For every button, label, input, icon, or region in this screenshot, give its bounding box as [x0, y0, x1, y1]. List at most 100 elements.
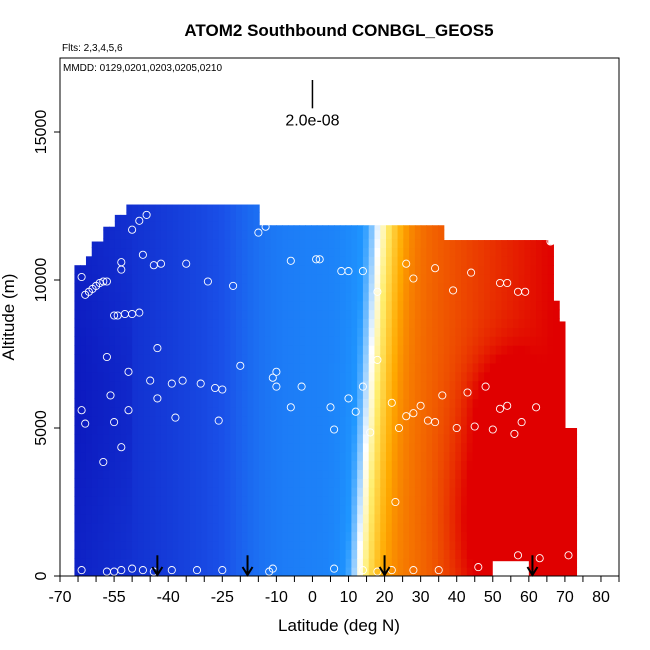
heatmap-cell [126, 513, 133, 524]
heatmap-cell [414, 362, 422, 373]
heatmap-cell [570, 540, 578, 550]
heatmap-cell [212, 567, 220, 576]
heatmap-cell [305, 478, 312, 488]
heatmap-cell [386, 354, 393, 364]
heatmap-cell [530, 300, 537, 311]
heatmap-cell [397, 309, 404, 320]
x-tick-label: -40 [157, 589, 180, 606]
heatmap-cell [357, 309, 364, 320]
heatmap-cell [74, 407, 81, 417]
heatmap-cell [195, 256, 202, 266]
heatmap-cell [235, 504, 243, 515]
heatmap-cell [489, 549, 497, 559]
heatmap-cell [195, 531, 202, 542]
heatmap-cell [109, 460, 116, 471]
heatmap-cell [489, 398, 497, 408]
heatmap-cell [218, 318, 226, 328]
heatmap-cell [536, 478, 543, 488]
heatmap-cell [166, 407, 174, 417]
heatmap-cell [432, 442, 439, 453]
heatmap-cell [426, 389, 433, 399]
heatmap-cell [160, 425, 168, 435]
heatmap-cell [455, 354, 462, 364]
heatmap-cell [172, 504, 179, 515]
heatmap-cell [414, 442, 422, 453]
heatmap-cell [103, 513, 110, 524]
heatmap-cell [282, 531, 289, 542]
heatmap-cell [478, 442, 485, 453]
heatmap-cell [132, 513, 139, 524]
heatmap-cell [299, 549, 306, 559]
heatmap-cell [443, 567, 451, 576]
heatmap-cell [461, 362, 468, 373]
heatmap-cell [530, 487, 537, 497]
heatmap-cell [443, 300, 451, 311]
heatmap-cell [74, 318, 81, 328]
heatmap-cell [547, 504, 554, 515]
heatmap-cell [224, 318, 231, 328]
heatmap-cell [109, 300, 116, 311]
heatmap-cell [362, 469, 370, 479]
heatmap-cell [218, 442, 226, 453]
heatmap-cell [322, 416, 329, 426]
heatmap-cell [305, 433, 312, 444]
heatmap-cell [380, 256, 387, 266]
heatmap-cell [137, 540, 145, 550]
heatmap-cell [397, 225, 404, 231]
heatmap-cell [207, 362, 214, 373]
heatmap-cell [293, 336, 301, 346]
heatmap-cell [207, 442, 214, 453]
heatmap-cell [501, 291, 508, 302]
heatmap-cell [178, 204, 185, 213]
heatmap-cell [541, 496, 549, 506]
heatmap-cell [80, 265, 87, 275]
heatmap-cell [126, 416, 133, 426]
heatmap-cell [155, 362, 162, 373]
heatmap-cell [80, 451, 87, 462]
heatmap-cell [103, 398, 110, 408]
heatmap-cell [443, 416, 451, 426]
heatmap-cell [472, 256, 479, 266]
heatmap-cell [322, 327, 329, 337]
heatmap-cell [293, 256, 301, 266]
heatmap-cell [85, 336, 93, 346]
heatmap-cell [449, 460, 456, 471]
heatmap-cell [201, 345, 208, 355]
heatmap-cell [426, 513, 433, 524]
heatmap-cell [409, 558, 416, 568]
heatmap-cell [212, 469, 220, 479]
heatmap-cell [276, 238, 283, 249]
heatmap-cell [322, 354, 329, 364]
heatmap-cell [414, 225, 422, 231]
heatmap-cell [299, 336, 306, 346]
heatmap-cell [316, 496, 324, 506]
heatmap-cell [420, 354, 428, 364]
heatmap-cell [253, 549, 260, 559]
observation-point [297, 382, 306, 391]
heatmap-cell [247, 478, 254, 488]
heatmap-cell [507, 522, 514, 533]
heatmap-cell [530, 371, 537, 382]
heatmap-cell [461, 327, 468, 337]
heatmap-cell [287, 282, 295, 293]
heatmap-cell [235, 345, 243, 355]
heatmap-cell [386, 567, 393, 576]
heatmap-cell [570, 442, 578, 453]
heatmap-cell [149, 336, 156, 346]
heatmap-cell [461, 371, 468, 382]
heatmap-cell [484, 274, 491, 284]
heatmap-cell [287, 265, 295, 275]
heatmap-cell [172, 567, 179, 576]
heatmap-cell [536, 282, 543, 293]
heatmap-cell [380, 300, 387, 311]
heatmap-cell [241, 451, 249, 462]
heatmap-cell [357, 469, 364, 479]
observation-point [261, 222, 270, 231]
heatmap-cell [172, 442, 179, 453]
heatmap-cell [155, 309, 162, 320]
heatmap-cell [299, 478, 306, 488]
heatmap-cell [212, 504, 220, 515]
heatmap-cell [149, 549, 156, 559]
observation-point [431, 418, 440, 427]
heatmap-cell [443, 425, 451, 435]
